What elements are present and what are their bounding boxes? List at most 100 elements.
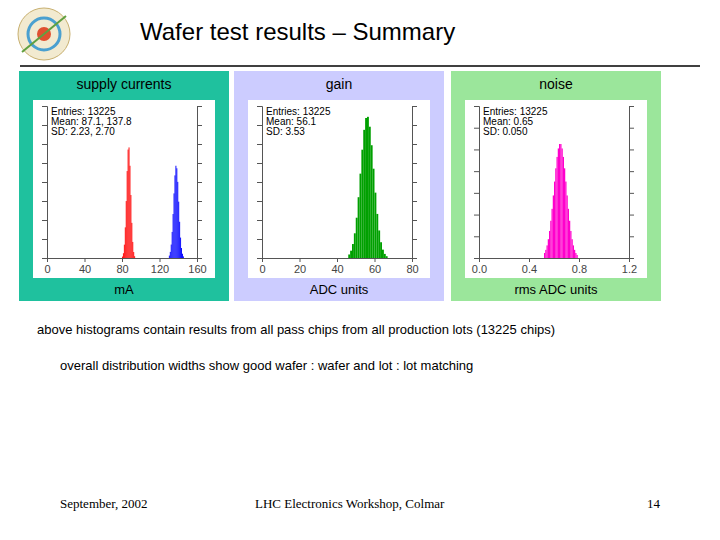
stats-line: SD: 0.050 (483, 126, 528, 137)
x-tick: 20 (294, 258, 306, 275)
x-tick: 120 (151, 258, 169, 275)
y-tick (197, 125, 202, 126)
footer-event: LHC Electronics Workshop, Colmar (255, 496, 445, 511)
y-tick (412, 144, 417, 145)
y-tick-mark (474, 149, 479, 150)
y-tick-mark (412, 144, 417, 145)
y-tick-mark (629, 193, 634, 194)
x-axis-title: rms ADC units (514, 282, 598, 297)
y-tick (197, 106, 202, 107)
x-tick: 0.4 (522, 258, 537, 275)
y-tick-mark (257, 220, 262, 221)
histogram-bar (378, 230, 380, 258)
histogram-bar (175, 166, 177, 258)
y-tick-mark (257, 182, 262, 183)
y-tick-mark (412, 106, 417, 107)
y-tick (629, 193, 634, 194)
y-tick (474, 193, 479, 194)
y-tick (629, 215, 634, 216)
y-tick (474, 149, 479, 150)
y-tick-mark (629, 149, 634, 150)
y-tick (412, 163, 417, 164)
y-tick-mark (42, 239, 47, 240)
x-tick-mark (160, 258, 161, 262)
histogram-bar (181, 248, 183, 258)
x-tick-label: 60 (369, 263, 381, 275)
histogram-bar (375, 193, 377, 258)
y-tick (42, 125, 47, 126)
y-tick-mark (412, 163, 417, 164)
stats-box: Entries: 13225Mean: 87.1, 137.8SD: 2.23,… (51, 106, 132, 137)
y-tick-mark (197, 239, 202, 240)
stats-line: SD: 2.23, 2.70 (51, 126, 115, 137)
y-tick-mark (257, 144, 262, 145)
y-tick (629, 149, 634, 150)
y-tick (629, 236, 634, 237)
logo-ray (22, 16, 66, 52)
histogram-bar (361, 150, 363, 258)
y-tick (42, 201, 47, 202)
stats-line: SD: 3.53 (266, 126, 305, 137)
x-tick: 40 (331, 258, 343, 275)
histogram-bar (130, 195, 132, 258)
x-tick-label: 0.4 (522, 263, 537, 275)
plot-background (248, 100, 430, 278)
y-tick-mark (197, 106, 202, 107)
panel-background (234, 71, 444, 301)
histogram-series (544, 144, 578, 258)
histogram-bar (569, 221, 570, 258)
y-tick (474, 106, 479, 107)
x-tick-label: 0.8 (572, 263, 587, 275)
y-tick-mark (42, 125, 47, 126)
x-tick-mark (337, 258, 338, 262)
histogram-bar (182, 256, 184, 258)
histogram-bar (129, 166, 131, 258)
histogram-bar (356, 218, 358, 258)
chart-title: gain (326, 76, 352, 92)
y-axis-left (42, 107, 48, 259)
x-tick-label: 40 (331, 263, 343, 275)
histogram-bar (363, 130, 365, 258)
x-tick-label: 0.0 (472, 263, 487, 275)
x-tick-label: 160 (188, 263, 206, 275)
histogram-bar (365, 118, 367, 258)
x-tick-label: 20 (294, 263, 306, 275)
y-tick (197, 144, 202, 145)
y-tick (412, 106, 417, 107)
y-tick (412, 258, 417, 259)
y-tick-mark (629, 215, 634, 216)
y-tick-mark (629, 258, 634, 259)
y-tick (42, 144, 47, 145)
y-tick (257, 182, 262, 183)
y-tick-mark (42, 201, 47, 202)
y-tick-mark (629, 236, 634, 237)
histogram-bar (358, 197, 360, 258)
histogram-bar (544, 253, 545, 258)
histogram-bar (547, 245, 548, 258)
footer-date: September, 2002 (60, 496, 148, 511)
y-tick (197, 182, 202, 183)
y-tick (412, 182, 417, 183)
histogram-bar (555, 168, 556, 258)
histogram-bar (369, 127, 371, 258)
y-tick-mark (257, 163, 262, 164)
histogram-bar (558, 148, 559, 258)
histogram-bar (563, 157, 564, 258)
x-axis: 0.0 0.4 0.8 1.2 (472, 258, 637, 275)
x-tick: 160 (188, 258, 206, 275)
histogram-bar (567, 195, 568, 258)
histogram-bar (134, 256, 136, 258)
y-tick (197, 239, 202, 240)
y-tick (257, 220, 262, 221)
y-tick-mark (197, 201, 202, 202)
y-tick-mark (474, 171, 479, 172)
y-tick-mark (197, 163, 202, 164)
y-tick (42, 239, 47, 240)
histogram-bar (573, 245, 574, 258)
x-tick-label: 1.2 (622, 263, 637, 275)
y-tick-mark (42, 106, 47, 107)
histogram-bar (552, 209, 553, 258)
histogram-bar (553, 195, 554, 258)
histogram-bar (560, 144, 561, 258)
y-tick-mark (42, 182, 47, 183)
